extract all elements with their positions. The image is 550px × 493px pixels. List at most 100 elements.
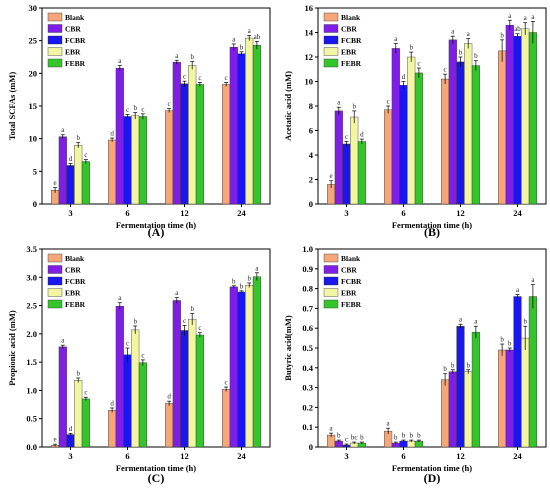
plot-frame bbox=[41, 248, 271, 448]
significance-letter: c bbox=[141, 351, 144, 359]
significance-letter: b bbox=[459, 49, 463, 57]
legend-swatch-fcbr bbox=[323, 276, 339, 286]
significance-letter: a bbox=[232, 35, 236, 43]
legend-swatch-blank bbox=[323, 253, 339, 263]
legend-swatch-febr bbox=[47, 299, 63, 309]
significance-letter: c bbox=[183, 73, 186, 81]
y-tick-label: 5 bbox=[33, 166, 37, 176]
bar-ebr bbox=[131, 115, 140, 205]
significance-letter: d bbox=[69, 155, 73, 163]
bar-ebr bbox=[464, 371, 473, 448]
bar-blank bbox=[441, 379, 450, 448]
bar-fcbr bbox=[180, 83, 189, 205]
bar-blank bbox=[222, 389, 231, 448]
significance-letter: b bbox=[190, 305, 194, 313]
legend-swatch-blank bbox=[47, 12, 63, 22]
legend-label: FCBR bbox=[65, 36, 86, 45]
significance-letter: a bbox=[451, 28, 455, 36]
significance-letter: c bbox=[168, 100, 171, 108]
legend-label: Blank bbox=[65, 13, 85, 22]
bar-cbr bbox=[334, 110, 343, 205]
significance-letter: b bbox=[417, 432, 421, 440]
panel-label: (C) bbox=[148, 471, 165, 485]
significance-letter: b bbox=[133, 104, 137, 112]
x-tick-label: 24 bbox=[513, 208, 522, 218]
y-tick-label: 4 bbox=[309, 150, 314, 160]
bar-cbr bbox=[229, 286, 238, 448]
bar-fcbr bbox=[456, 326, 465, 448]
y-tick-label: 0 bbox=[309, 199, 313, 209]
bar-febr bbox=[252, 276, 261, 448]
y-tick-label: 15 bbox=[29, 101, 38, 111]
significance-letter: a bbox=[474, 318, 478, 326]
legend-label: CBR bbox=[65, 266, 81, 275]
y-tick-label: 0.6 bbox=[302, 323, 313, 333]
x-tick-label: 3 bbox=[68, 208, 72, 218]
bar-fcbr bbox=[456, 61, 465, 205]
x-tick-label: 6 bbox=[401, 208, 405, 218]
significance-letter: b bbox=[508, 340, 512, 348]
y-tick-label: 6 bbox=[309, 126, 313, 136]
significance-letter: d bbox=[69, 425, 73, 433]
y-tick-label: 0.5 bbox=[26, 414, 37, 424]
significance-letter: b bbox=[474, 52, 478, 60]
significance-letter: bc bbox=[351, 434, 358, 442]
legend-label: FEBR bbox=[341, 300, 362, 309]
bar-cbr bbox=[172, 300, 181, 448]
significance-letter: c bbox=[84, 151, 87, 159]
significance-letter: a bbox=[459, 316, 463, 324]
bar-blank bbox=[165, 403, 174, 448]
bar-blank bbox=[165, 110, 174, 205]
significance-letter: b bbox=[133, 317, 137, 325]
x-axis-title: Fermentation time (h) bbox=[116, 463, 196, 473]
bar-febr bbox=[195, 84, 204, 205]
bar-fcbr bbox=[123, 354, 132, 448]
bar-blank bbox=[222, 84, 231, 205]
significance-letter: b bbox=[240, 282, 244, 290]
legend-label: CBR bbox=[65, 25, 81, 34]
significance-letter: b bbox=[232, 277, 236, 285]
significance-letter: a bbox=[467, 30, 471, 38]
significance-letter: c bbox=[345, 436, 348, 444]
significance-letter: a bbox=[516, 286, 520, 294]
bar-ebr bbox=[350, 116, 359, 205]
bar-cbr bbox=[505, 349, 514, 448]
legend-swatch-ebr bbox=[323, 288, 339, 297]
significance-letter: b bbox=[76, 134, 80, 142]
x-tick-label: 3 bbox=[344, 208, 348, 218]
legend-label: EBR bbox=[341, 48, 357, 57]
significance-letter: d bbox=[110, 399, 114, 407]
significance-letter: d bbox=[110, 130, 114, 138]
legend-label: FCBR bbox=[341, 36, 362, 45]
legend-label: CBR bbox=[341, 266, 357, 275]
legend-swatch-fcbr bbox=[47, 276, 63, 286]
bar-fcbr bbox=[66, 434, 75, 448]
significance-letter: c bbox=[84, 389, 87, 397]
bar-ebr bbox=[188, 65, 197, 205]
significance-letter: b bbox=[443, 365, 447, 373]
legend-label: FCBR bbox=[65, 277, 86, 286]
significance-letter: b bbox=[337, 432, 341, 440]
significance-letter: c bbox=[387, 98, 390, 106]
significance-letter: c bbox=[225, 379, 228, 387]
significance-letter: a bbox=[175, 52, 179, 60]
y-axis-title: Butyric acid(mM) bbox=[283, 315, 293, 381]
significance-letter: b bbox=[402, 432, 406, 440]
significance-letter: c bbox=[141, 105, 144, 113]
x-tick-label: 3 bbox=[344, 451, 348, 461]
significance-letter: b bbox=[247, 274, 251, 282]
bar-cbr bbox=[58, 346, 67, 448]
significance-letter: c bbox=[198, 324, 201, 332]
significance-letter: a bbox=[248, 27, 252, 35]
bar-cbr bbox=[58, 136, 67, 205]
x-axis-title: Fermentation time (h) bbox=[392, 220, 472, 230]
significance-letter: a bbox=[255, 264, 259, 272]
x-tick-label: 24 bbox=[237, 208, 246, 218]
y-tick-label: 0.2 bbox=[302, 402, 313, 412]
legend-swatch-ebr bbox=[47, 47, 63, 56]
significance-letter: a bbox=[61, 337, 65, 345]
significance-letter: a bbox=[118, 57, 122, 65]
